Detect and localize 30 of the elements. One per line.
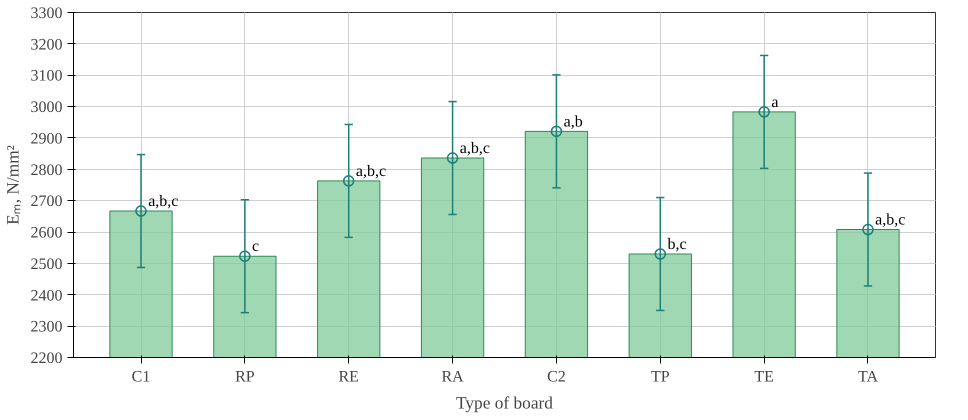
y-tick-label: 2500: [30, 256, 62, 273]
y-tick-label: 2600: [30, 224, 62, 242]
y-tick-label: 3100: [30, 68, 62, 85]
annotation: a,b,c: [875, 212, 906, 229]
x-tick-label: RP: [235, 368, 255, 386]
y-tick-label: 2300: [30, 318, 62, 336]
y-tick-label: 3000: [30, 99, 62, 116]
x-tick-label: C2: [547, 368, 566, 386]
x-axis-title: Type of board: [456, 394, 554, 412]
x-tick-label: TA: [858, 368, 878, 386]
annotation: b,c: [667, 236, 687, 253]
y-tick-label: 3300: [30, 5, 62, 22]
annotation: c: [252, 238, 260, 256]
y-tick-label: 2400: [30, 287, 62, 304]
annotation: a,b,c: [460, 140, 490, 158]
y-axis-title: Eₘ, N/mm²: [4, 145, 22, 225]
x-tick-label: RE: [338, 368, 359, 386]
annotation: a,b,c: [356, 162, 386, 180]
annotation: a,b,c: [148, 193, 178, 210]
x-tick-label: TE: [754, 368, 774, 386]
x-tick-label: C1: [132, 368, 150, 386]
annotation: a: [771, 94, 778, 111]
annotation: a,b: [564, 113, 583, 130]
y-tick-label: 3200: [30, 36, 62, 54]
y-tick-label: 2200: [30, 350, 62, 367]
y-tick-label: 2700: [30, 193, 62, 210]
y-tick-label: 2800: [30, 162, 62, 179]
x-tick-label: TP: [650, 368, 670, 386]
y-tick-label: 2900: [30, 130, 62, 148]
x-tick-label: RA: [441, 368, 464, 386]
